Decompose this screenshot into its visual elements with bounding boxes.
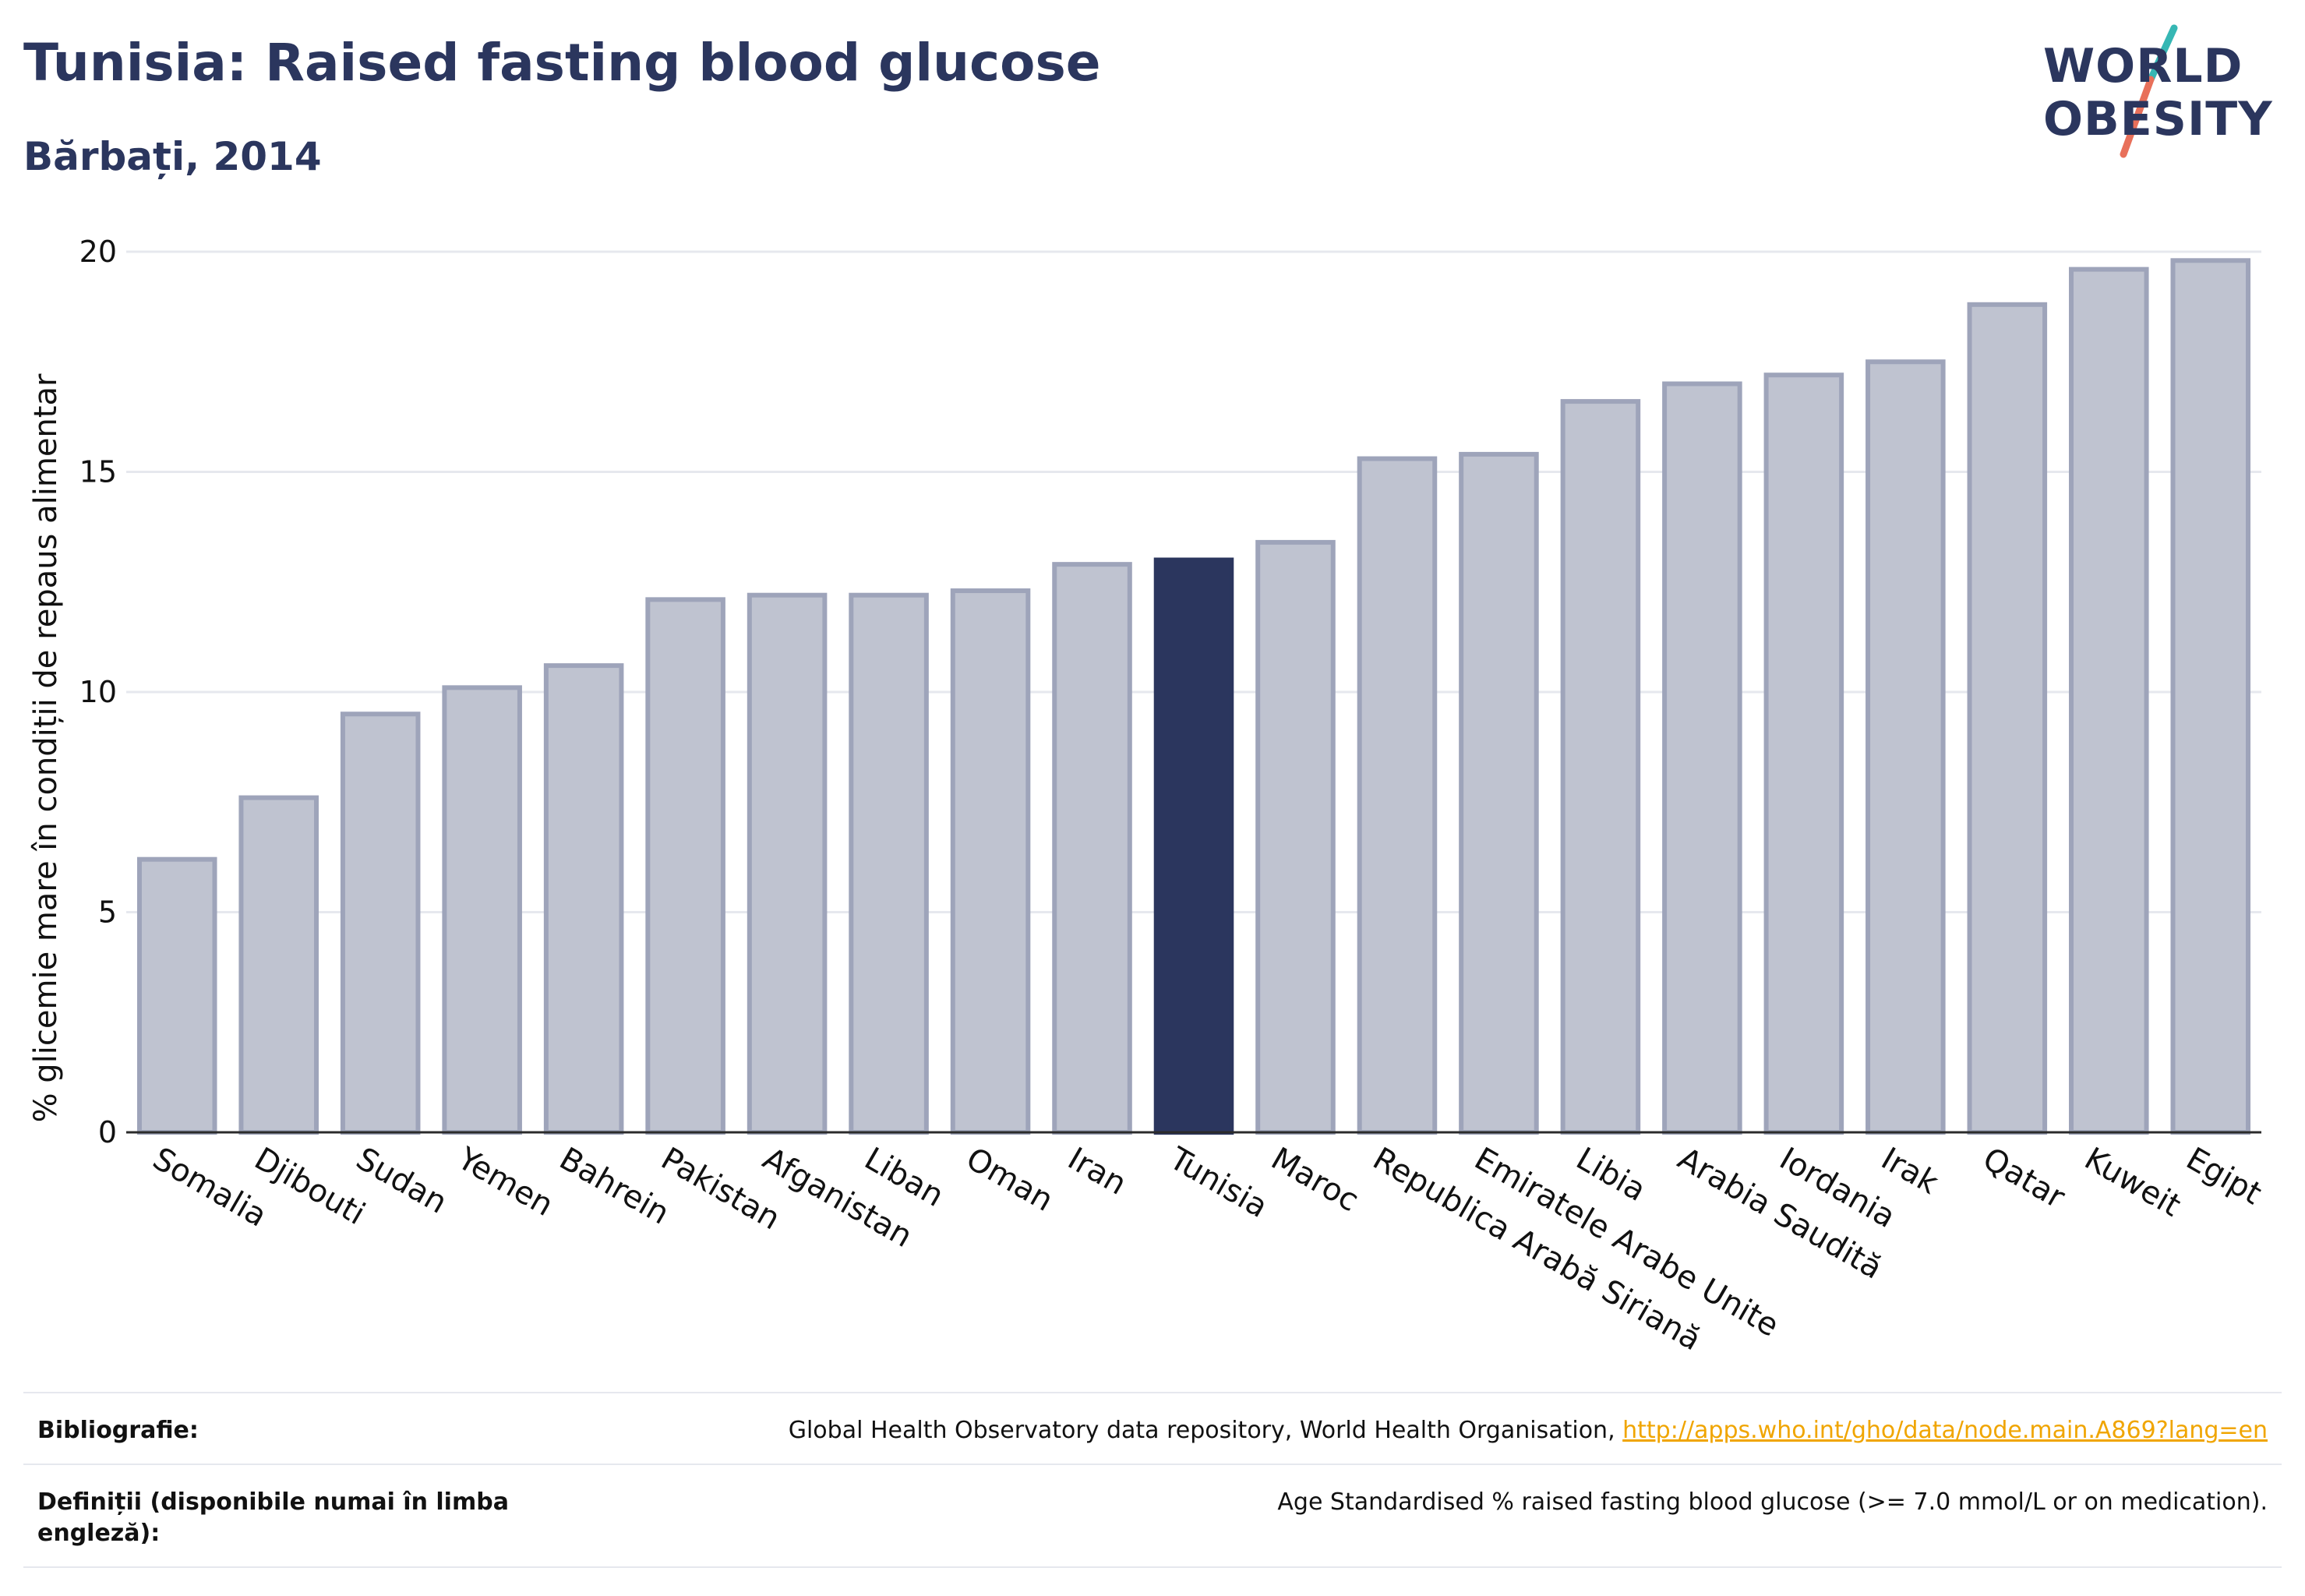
bar-pakistan xyxy=(645,597,725,1135)
y-tick-label: 20 xyxy=(79,235,117,269)
x-tick-label: Yemen xyxy=(451,1140,559,1223)
bibliography-value: Global Health Observatory data repositor… xyxy=(789,1415,2268,1446)
bar-bahrein xyxy=(543,663,624,1135)
x-tick-label: Irak xyxy=(1875,1141,1944,1202)
bar-djibouti xyxy=(238,795,319,1135)
y-tick-label: 10 xyxy=(79,675,117,709)
definitions-row: Definiții (disponibile numai în limba en… xyxy=(23,1464,2282,1568)
y-tick-label: 5 xyxy=(98,895,117,930)
bibliography-row: Bibliografie: Global Health Observatory … xyxy=(23,1392,2282,1464)
bar-iran xyxy=(1052,562,1132,1135)
bar-irak xyxy=(1866,359,1946,1135)
x-tick-label: Iran xyxy=(1062,1141,1133,1202)
bar-oman xyxy=(950,588,1031,1135)
x-tick-label: Tunisia xyxy=(1163,1140,1273,1225)
world-obesity-logo: WORLD OBESITY xyxy=(2026,23,2291,171)
x-tick-label: Oman xyxy=(960,1141,1059,1219)
bar-yemen xyxy=(442,685,522,1135)
x-tick-label: Maroc xyxy=(1265,1141,1364,1219)
bar-republica-arabă-siriană xyxy=(1357,456,1438,1135)
bar-sudan xyxy=(340,711,421,1135)
x-tick-label: Bahrein xyxy=(553,1141,675,1232)
definitions-label: Definiții (disponibile numai în limba en… xyxy=(37,1488,509,1547)
bars xyxy=(136,258,2251,1135)
bibliography-label: Bibliografie: xyxy=(37,1417,199,1444)
bar-afganistan xyxy=(747,592,828,1135)
definitions-value: Age Standardised % raised fasting blood … xyxy=(1277,1488,2268,1516)
bibliography-link[interactable]: http://apps.who.int/gho/data/node.main.A… xyxy=(1622,1417,2268,1444)
bar-kuweit xyxy=(2069,267,2149,1135)
logo-slash-icon xyxy=(2120,24,2178,158)
footer: Bibliografie: Global Health Observatory … xyxy=(23,1392,2282,1568)
bibliography-text: Global Health Observatory data repositor… xyxy=(788,1417,1623,1444)
bar-arabia-saudită xyxy=(1662,381,1742,1135)
bar-qatar xyxy=(1967,302,2048,1135)
bar-emiratele-arabe-unite xyxy=(1459,451,1539,1135)
logo-text-world: WORLD xyxy=(2043,39,2243,94)
x-tick-label: Egipt xyxy=(2180,1141,2268,1212)
bar-chart: 05101520SomaliaDjiboutiSudanYemenBahrein… xyxy=(28,235,2268,1358)
bar-libia xyxy=(1560,399,1641,1135)
chart-subtitle: Bărbați, 2014 xyxy=(23,134,322,179)
bar-liban xyxy=(849,592,929,1135)
y-tick-label: 15 xyxy=(79,455,117,489)
bar-iordania xyxy=(1763,373,1844,1135)
bar-tunisia xyxy=(1153,557,1234,1135)
bar-somalia xyxy=(136,856,217,1135)
x-tick-label: Qatar xyxy=(1977,1141,2071,1216)
chart-title: Tunisia: Raised fasting blood glucose xyxy=(23,33,1101,93)
logo-text-obesity: OBESITY xyxy=(2043,92,2273,147)
y-axis-label: % glicemie mare în condiții de repaus al… xyxy=(28,373,64,1122)
x-tick-label: Djibouti xyxy=(249,1141,371,1232)
y-tick-label: 0 xyxy=(98,1115,117,1149)
bar-maroc xyxy=(1255,539,1336,1135)
bar-egipt xyxy=(2170,258,2251,1135)
x-tick-label: Somalia xyxy=(146,1141,273,1234)
x-tick-label: Kuweit xyxy=(2078,1141,2187,1224)
